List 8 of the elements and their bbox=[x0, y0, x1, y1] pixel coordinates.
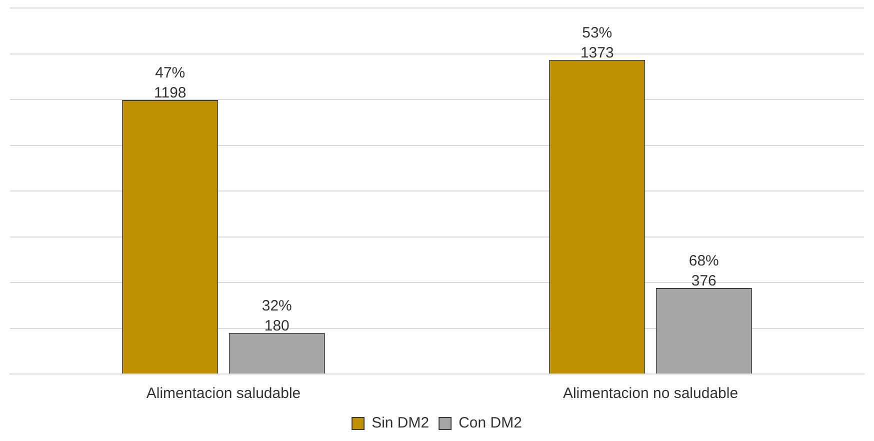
data-label: 32% 180 bbox=[262, 297, 292, 334]
x-tick-label: Alimentacion saludable bbox=[146, 385, 301, 402]
legend-label: Con DM2 bbox=[458, 414, 522, 432]
legend-label: Sin DM2 bbox=[372, 414, 430, 432]
data-label: 68% 376 bbox=[688, 252, 719, 290]
data-label: 53% 1373 bbox=[580, 24, 614, 62]
data-label: 47% 1198 bbox=[154, 64, 186, 102]
x-tick-label: Alimentacion no saludable bbox=[562, 385, 738, 402]
